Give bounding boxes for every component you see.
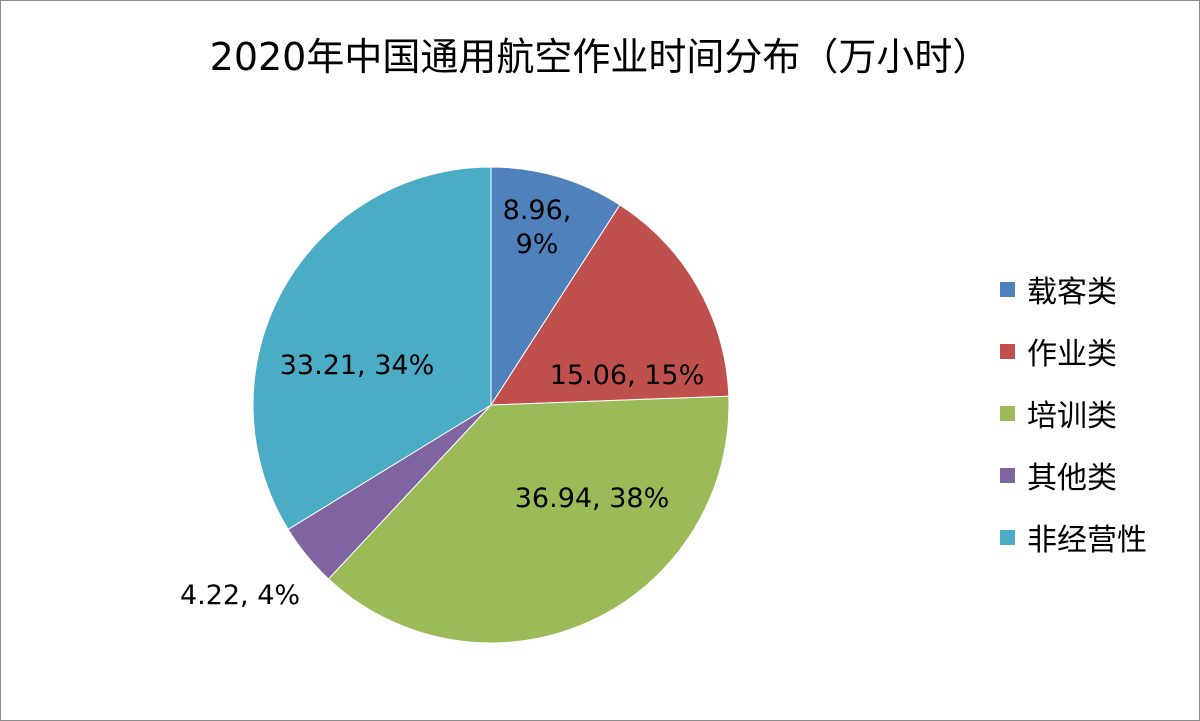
legend-swatch [1000,405,1015,421]
legend-item-other: 其他类 [1000,444,1147,506]
legend-swatch [1000,343,1015,359]
legend-swatch [1000,281,1015,297]
legend-label: 培训类 [1027,399,1117,434]
legend-item-non-commercial: 非经营性 [1000,506,1147,568]
slice-data-label: 36.94, 38% [515,483,669,514]
legend-swatch [1000,529,1015,545]
legend-item-operation: 作业类 [1000,320,1147,382]
chart-legend: 载客类 作业类 培训类 其他类 非经营性 [1000,258,1147,568]
slice-data-label: 4.22, 4% [180,580,300,611]
pie-slice [490,204,730,406]
pie-slice [490,166,621,407]
legend-label: 载客类 [1027,275,1117,310]
legend-label: 其他类 [1027,461,1117,496]
legend-label: 非经营性 [1027,523,1147,558]
slice-data-label: 33.21, 34% [280,350,434,381]
slice-data-label: 8.96, 9% [503,195,572,260]
chart-title: 2020年中国通用航空作业时间分布（万小时） [209,35,991,79]
pie-slice [252,166,492,531]
legend-item-training: 培训类 [1000,382,1147,444]
legend-swatch [1000,467,1015,483]
legend-item-passenger: 载客类 [1000,258,1147,320]
pie-slice [327,395,730,644]
legend-label: 作业类 [1027,337,1117,372]
slice-data-label: 15.06, 15% [550,360,704,391]
